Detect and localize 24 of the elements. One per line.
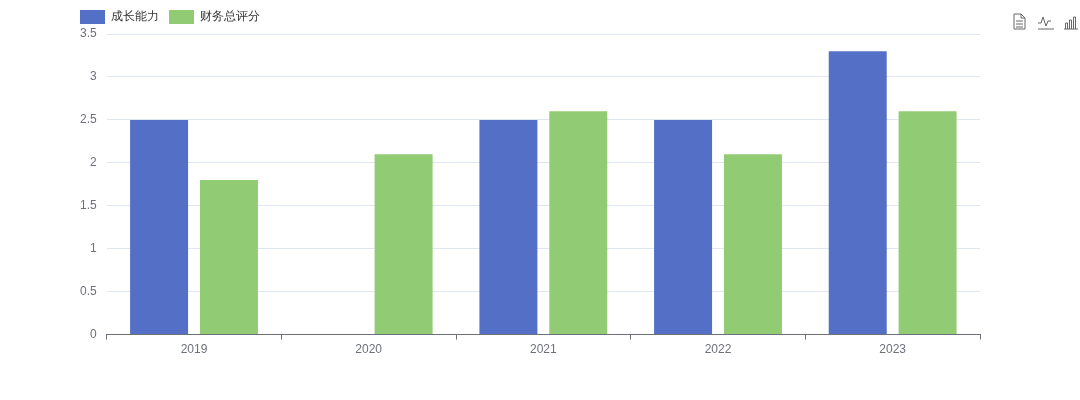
y-tick-label: 3.5 — [79, 26, 97, 41]
y-tick-label: 1.5 — [79, 198, 97, 213]
y-tick-label: 0.5 — [79, 283, 97, 298]
bar — [723, 154, 782, 335]
bar — [479, 119, 538, 335]
y-tick-label: 2.5 — [79, 112, 97, 127]
y-tick-label: 2 — [89, 155, 97, 170]
x-tick-label: 2020 — [355, 342, 383, 357]
y-tick-label: 0 — [89, 326, 97, 341]
x-tick-label: 2023 — [879, 342, 907, 357]
bar — [130, 119, 189, 335]
x-tick-label: 2022 — [704, 342, 732, 357]
x-tick-label: 2021 — [529, 342, 558, 357]
legend-label: 财务总评分 — [200, 9, 260, 24]
bar — [898, 111, 957, 335]
bar — [374, 154, 433, 335]
bar — [549, 111, 608, 335]
bar — [654, 119, 713, 335]
legend-label: 成长能力 — [111, 9, 159, 24]
bar — [199, 180, 258, 335]
y-tick-label: 1 — [89, 241, 97, 256]
y-tick-label: 3 — [89, 69, 97, 84]
bar — [828, 51, 887, 335]
x-tick-label: 2019 — [180, 342, 208, 357]
